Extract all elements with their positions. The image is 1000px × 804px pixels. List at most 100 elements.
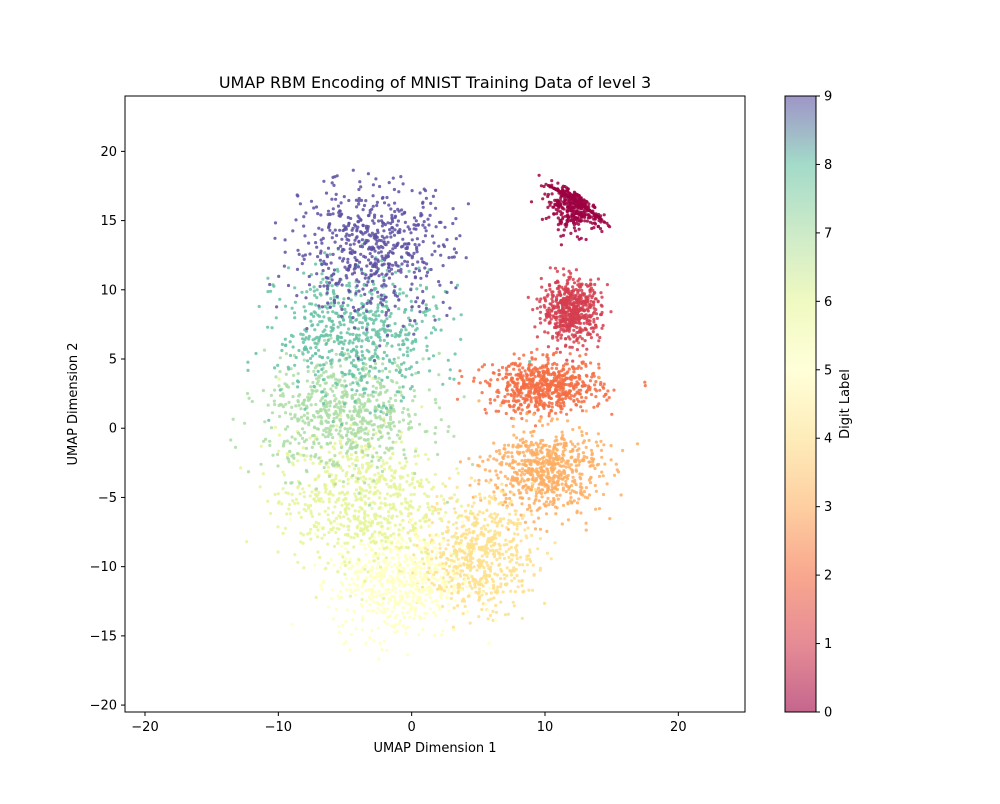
point-digit-6: [299, 515, 303, 519]
point-digit-6: [431, 509, 435, 513]
point-digit-6: [360, 463, 364, 467]
point-digit-1: [550, 304, 555, 308]
point-digit-4: [435, 495, 439, 499]
point-digit-6: [441, 531, 445, 535]
point-digit-3: [588, 464, 592, 468]
point-digit-0: [568, 203, 572, 207]
point-digit-5: [493, 618, 497, 622]
point-digit-2: [554, 411, 558, 415]
point-digit-3: [570, 455, 574, 459]
point-digit-7: [324, 409, 328, 413]
point-digit-4: [478, 561, 482, 566]
point-digit-3: [529, 488, 533, 492]
point-digit-5: [375, 594, 379, 598]
point-digit-4: [538, 537, 543, 541]
point-digit-3: [534, 491, 539, 496]
point-digit-3: [594, 489, 599, 493]
point-digit-3: [516, 481, 520, 485]
point-digit-0: [593, 205, 597, 209]
point-digit-7: [370, 459, 374, 463]
point-digit-7: [327, 474, 332, 478]
point-digit-7: [288, 449, 292, 453]
point-digit-6: [339, 414, 343, 418]
point-digit-5: [425, 558, 430, 562]
point-digit-6: [420, 405, 424, 409]
point-digit-3: [599, 439, 603, 443]
point-digit-4: [493, 572, 497, 576]
point-digit-6: [410, 482, 414, 486]
point-digit-3: [553, 486, 557, 490]
point-digit-7: [338, 429, 342, 433]
point-digit-3: [572, 499, 576, 503]
point-digit-3: [580, 486, 584, 490]
point-digit-2: [543, 371, 547, 375]
point-digit-4: [500, 524, 504, 528]
point-digit-4: [467, 546, 471, 550]
point-digit-4: [501, 590, 505, 594]
point-digit-3: [501, 456, 505, 460]
point-digit-4: [446, 571, 450, 575]
point-digit-0: [571, 197, 575, 201]
point-digit-5: [411, 583, 415, 587]
point-digit-4: [485, 543, 489, 547]
point-digit-2: [554, 366, 559, 371]
point-digit-1: [563, 290, 567, 294]
point-digit-1: [543, 297, 547, 301]
point-digit-6: [342, 515, 346, 519]
point-digit-3: [579, 488, 583, 492]
point-digit-7: [350, 447, 354, 451]
point-digit-5: [364, 641, 368, 645]
point-digit-4: [451, 569, 455, 573]
point-digit-5: [438, 605, 442, 609]
point-digit-7: [281, 394, 285, 398]
point-digit-6: [309, 537, 313, 541]
point-digit-1: [571, 292, 575, 297]
point-digit-4: [495, 573, 499, 577]
point-digit-6: [488, 529, 493, 533]
point-digit-5: [320, 587, 324, 591]
point-digit-6: [333, 505, 337, 509]
point-digit-3: [542, 464, 546, 468]
point-digit-5: [453, 576, 457, 580]
point-digit-4: [525, 536, 529, 540]
point-digit-5: [373, 536, 377, 540]
point-digit-3: [621, 448, 625, 453]
point-digit-5: [406, 653, 410, 657]
point-digit-1: [551, 290, 555, 294]
point-digit-7: [311, 434, 315, 438]
point-digit-3: [538, 474, 542, 478]
point-digit-7: [289, 481, 293, 485]
point-digit-6: [288, 512, 293, 516]
point-digit-4: [458, 564, 463, 568]
point-digit-7: [434, 440, 438, 444]
point-digit-2: [506, 392, 510, 396]
point-digit-4: [518, 555, 523, 559]
point-digit-2: [460, 374, 464, 379]
point-digit-0: [577, 203, 581, 207]
point-digit-1: [588, 319, 592, 323]
point-digit-1: [591, 288, 595, 292]
point-digit-7: [324, 461, 328, 465]
point-digit-5: [456, 569, 460, 573]
point-digit-3: [549, 419, 554, 423]
point-digit-4: [456, 557, 460, 561]
point-digit-7: [281, 392, 285, 396]
point-digit-6: [321, 500, 325, 504]
point-digit-1: [584, 298, 588, 302]
point-digit-6: [358, 476, 363, 480]
point-digit-4: [509, 570, 513, 574]
point-digit-4: [466, 576, 470, 580]
point-digit-0: [556, 228, 560, 232]
point-digit-7: [407, 426, 411, 430]
point-digit-3: [584, 445, 588, 449]
point-digit-5: [359, 569, 363, 574]
point-digit-3: [486, 458, 490, 462]
point-digit-6: [345, 512, 349, 516]
point-digit-6: [456, 471, 460, 475]
point-digit-4: [503, 577, 507, 581]
point-digit-4: [514, 567, 518, 571]
point-digit-5: [340, 552, 344, 557]
point-digit-5: [397, 556, 401, 560]
point-digit-3: [585, 431, 589, 436]
point-digit-4: [447, 564, 452, 568]
